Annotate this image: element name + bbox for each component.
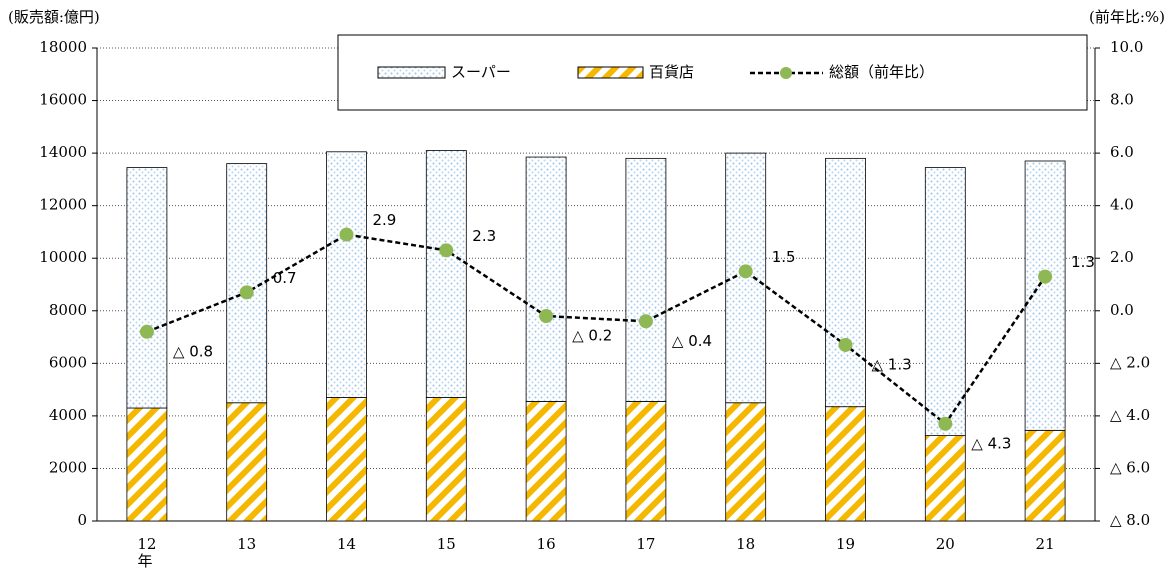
x-tick-label: 14 <box>337 535 356 553</box>
bar-segment <box>425 150 467 398</box>
line-marker <box>239 285 254 300</box>
data-label: △ 4.3 <box>971 434 1011 452</box>
bar-segment <box>725 402 767 522</box>
bar-segment <box>625 157 667 402</box>
y-tick-label: 8000 <box>49 301 87 319</box>
data-label: △ 1.3 <box>872 355 912 373</box>
legend-label: 百貨店 <box>649 63 694 81</box>
legend-marker <box>780 67 792 79</box>
bar-segment <box>226 163 268 404</box>
y2-tick-label: 6.0 <box>1110 143 1134 161</box>
bar-segment <box>126 167 168 409</box>
line-marker <box>1038 269 1053 284</box>
y-tick-label: 2000 <box>49 458 87 476</box>
legend-label: 総額（前年比） <box>829 63 934 81</box>
line-marker <box>439 243 454 258</box>
x-tick-label: 12 <box>137 535 156 553</box>
legend-swatch <box>577 66 644 79</box>
line-marker <box>339 227 354 242</box>
line <box>146 233 1047 426</box>
line-marker <box>938 416 953 431</box>
x-axis-label: 年 <box>137 552 152 569</box>
y2-tick-label: △ 6.0 <box>1110 458 1150 476</box>
bar-segment <box>924 167 966 436</box>
y-tick-label: 14000 <box>39 143 87 161</box>
bar-segment <box>126 407 168 522</box>
data-label: 2.9 <box>373 211 397 229</box>
legend-swatch <box>377 66 446 79</box>
y-tick-label: 0 <box>77 511 87 529</box>
x-tick-label: 16 <box>537 535 556 553</box>
bar-segment <box>525 156 567 402</box>
data-label: △ 0.4 <box>672 332 712 350</box>
y-tick-label: 6000 <box>49 353 87 371</box>
y-tick-label: 12000 <box>39 196 87 214</box>
x-tick-label: 15 <box>437 535 456 553</box>
y2-axis-label: (前年比:%) <box>1089 8 1165 26</box>
y2-tick-label: △ 2.0 <box>1110 353 1150 371</box>
bar-segment <box>924 435 966 522</box>
y2-tick-label: 0.0 <box>1110 301 1134 319</box>
line-marker <box>838 337 853 352</box>
data-label: 0.7 <box>273 269 297 287</box>
legend-box <box>337 34 1088 111</box>
y2-tick-label: 10.0 <box>1110 38 1143 56</box>
x-tick-label: 21 <box>1036 535 1055 553</box>
x-tick-label: 18 <box>736 535 755 553</box>
bar-segment <box>226 402 268 522</box>
line-marker <box>638 314 653 329</box>
data-label: 2.3 <box>472 227 496 245</box>
x-tick-label: 19 <box>836 535 855 553</box>
data-label: 1.3 <box>1071 253 1095 271</box>
bar-segment <box>825 406 866 522</box>
x-tick-label: 17 <box>636 535 655 553</box>
y-tick-label: 18000 <box>39 38 87 56</box>
bar-segment <box>525 401 567 522</box>
bar-segment <box>425 397 467 522</box>
data-label: 1.5 <box>772 248 796 266</box>
y2-tick-label: △ 8.0 <box>1110 511 1150 529</box>
line-marker <box>139 324 154 339</box>
legend-label: スーパー <box>451 63 511 81</box>
bar-segment <box>1024 429 1066 522</box>
bar-segment <box>625 401 667 522</box>
data-label: △ 0.2 <box>572 327 612 345</box>
x-tick-label: 13 <box>237 535 256 553</box>
line-marker <box>539 309 554 324</box>
y2-tick-label: △ 4.0 <box>1110 406 1150 424</box>
data-label: △ 0.8 <box>173 342 213 360</box>
y-tick-label: 4000 <box>49 406 87 424</box>
legend: スーパー 百貨店 総額（前年比） <box>337 34 1088 111</box>
y2-tick-label: 4.0 <box>1110 196 1134 214</box>
bar-segment <box>825 157 866 408</box>
bar-segment <box>326 151 367 398</box>
y-tick-label: 16000 <box>39 91 87 109</box>
y2-tick-label: 8.0 <box>1110 91 1134 109</box>
bar-segment <box>326 397 367 522</box>
y2-tick-label: 2.0 <box>1110 248 1134 266</box>
y-tick-label: 10000 <box>39 248 87 266</box>
line-marker <box>738 264 753 279</box>
y-axis-label: (販売額:億円) <box>8 8 100 26</box>
x-tick-label: 20 <box>936 535 955 553</box>
